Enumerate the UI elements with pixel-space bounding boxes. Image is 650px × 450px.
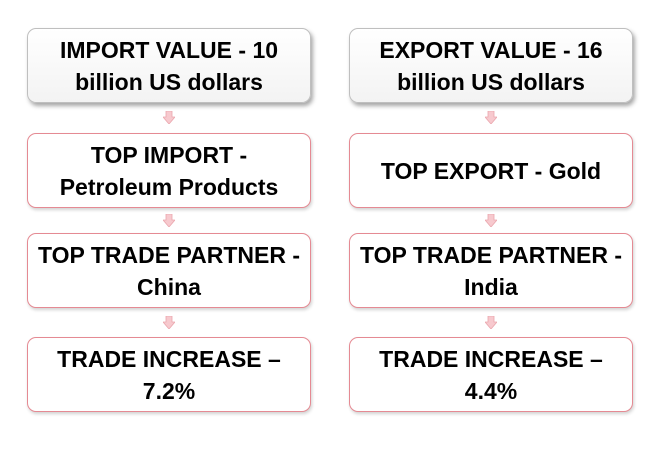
import-trade-increase-box: TRADE INCREASE – 7.2% (27, 337, 311, 412)
import-trade-partner-box: TOP TRADE PARTNER - China (27, 233, 311, 308)
down-arrow-icon (163, 214, 175, 227)
top-import-box: TOP IMPORT - Petroleum Products (27, 133, 311, 208)
export-trade-increase-label: TRADE INCREASE – 4.4% (379, 345, 603, 404)
import-flow-column: IMPORT VALUE - 10 billion US dollars TOP… (27, 0, 311, 450)
top-export-box: TOP EXPORT - Gold (349, 133, 633, 208)
down-arrow-icon (485, 316, 497, 329)
export-value-label: EXPORT VALUE - 16 billion US dollars (379, 36, 603, 95)
export-value-box: EXPORT VALUE - 16 billion US dollars (349, 28, 633, 103)
export-trade-partner-label: TOP TRADE PARTNER - India (360, 241, 622, 300)
down-arrow-icon (163, 316, 175, 329)
import-value-box: IMPORT VALUE - 10 billion US dollars (27, 28, 311, 103)
top-export-label: TOP EXPORT - Gold (380, 157, 602, 184)
export-trade-increase-box: TRADE INCREASE – 4.4% (349, 337, 633, 412)
top-import-label: TOP IMPORT - Petroleum Products (59, 141, 279, 200)
import-trade-increase-label: TRADE INCREASE – 7.2% (57, 345, 281, 404)
export-trade-partner-box: TOP TRADE PARTNER - India (349, 233, 633, 308)
import-trade-partner-label: TOP TRADE PARTNER - China (38, 241, 300, 300)
import-value-label: IMPORT VALUE - 10 billion US dollars (59, 36, 279, 95)
down-arrow-icon (485, 111, 497, 124)
export-flow-column: EXPORT VALUE - 16 billion US dollars TOP… (349, 0, 633, 450)
down-arrow-icon (163, 111, 175, 124)
down-arrow-icon (485, 214, 497, 227)
